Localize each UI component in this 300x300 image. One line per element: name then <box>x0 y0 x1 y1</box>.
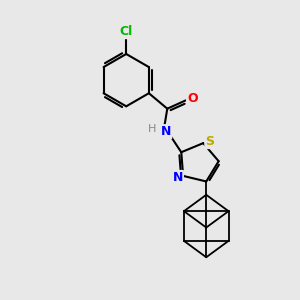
Text: S: S <box>205 135 214 148</box>
Text: Cl: Cl <box>120 25 133 38</box>
Text: H: H <box>148 124 157 134</box>
Text: O: O <box>187 92 198 105</box>
Text: N: N <box>172 171 183 184</box>
Text: N: N <box>161 125 171 138</box>
